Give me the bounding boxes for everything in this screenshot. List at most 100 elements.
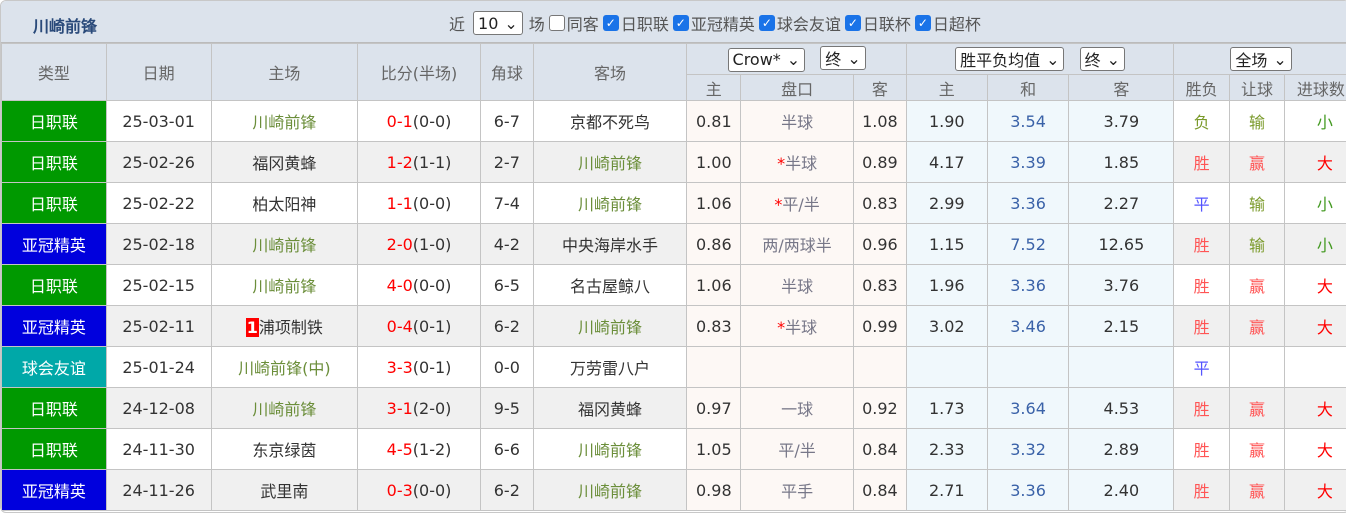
filter-checkbox[interactable]: ✓ [844, 15, 861, 31]
header-corner: 角球 [479, 43, 534, 101]
ah-away-odds: 0.83 [852, 264, 907, 306]
filter-checkbox[interactable]: ✓ [602, 15, 619, 31]
recent-label: 近 [449, 15, 466, 34]
home-team[interactable]: 川崎前锋 [210, 100, 359, 142]
score[interactable]: 4-0(0-0) [357, 264, 481, 306]
match-type[interactable]: 亚冠精英 [1, 469, 107, 511]
home-team[interactable]: 1浦项制铁 [210, 305, 359, 347]
away-team[interactable]: 川崎前锋 [532, 141, 688, 183]
ah-line: *半球 [740, 141, 854, 183]
home-team[interactable]: 川崎前锋 [210, 223, 359, 265]
home-team[interactable]: 福冈黄蜂 [210, 141, 359, 183]
away-team[interactable]: 川崎前锋 [532, 428, 688, 470]
home-team-name[interactable]: 川崎前锋 [252, 400, 317, 419]
score[interactable]: 2-0(1-0) [357, 223, 481, 265]
home-team-name[interactable]: 浦项制铁 [258, 318, 323, 337]
full-time-score: 0-3 [386, 480, 413, 500]
header-away: 客场 [532, 43, 688, 101]
chevron-down-icon: ⌄ [504, 13, 518, 33]
ah-result: 输 [1229, 223, 1285, 265]
away-team[interactable]: 万劳雷八户 [532, 346, 688, 388]
score[interactable]: 1-2(1-1) [357, 141, 481, 183]
away-team[interactable]: 川崎前锋 [532, 182, 688, 224]
match-type[interactable]: 亚冠精英 [1, 223, 107, 265]
score[interactable]: 0-4(0-1) [357, 305, 481, 347]
half-time-score: (2-0) [412, 398, 452, 418]
home-team[interactable]: 川崎前锋(中) [210, 346, 359, 388]
match-type[interactable]: 球会友谊 [1, 346, 107, 388]
home-team-name[interactable]: 福冈黄蜂 [252, 154, 317, 173]
home-team[interactable]: 柏太阳神 [210, 182, 359, 224]
filter-checkbox[interactable] [548, 15, 565, 31]
filter-checkbox[interactable]: ✓ [758, 15, 775, 31]
ou-result: 小 [1283, 223, 1346, 265]
header-eu-away: 客 [1068, 74, 1175, 101]
home-team-name[interactable]: 川崎前锋(中) [238, 359, 331, 378]
score[interactable]: 0-3(0-0) [357, 469, 481, 511]
home-team[interactable]: 川崎前锋 [210, 387, 359, 429]
match-type[interactable]: 日职联 [1, 182, 107, 224]
away-team[interactable]: 名古屋鲸八 [532, 264, 688, 306]
match-type[interactable]: 日职联 [1, 387, 107, 429]
match-date: 25-02-15 [105, 264, 212, 306]
result: 胜 [1173, 387, 1231, 429]
home-team-name[interactable]: 川崎前锋 [252, 236, 317, 255]
match-date: 24-11-26 [105, 469, 212, 511]
ah-home-odds: 0.98 [686, 469, 742, 511]
score[interactable]: 1-1(0-0) [357, 182, 481, 224]
match-type[interactable]: 日职联 [1, 428, 107, 470]
match-row: 亚冠精英 24-11-26 武里南 0-3(0-0) 6-2 川崎前锋 0.98… [1, 469, 1346, 511]
star-marker: * [777, 154, 786, 173]
home-team-name[interactable]: 东京绿茵 [252, 441, 317, 460]
away-team[interactable]: 川崎前锋 [532, 469, 688, 511]
euro-time-select[interactable]: 终 ⌄ [1079, 47, 1125, 71]
ah-time-select[interactable]: 终 ⌄ [820, 46, 866, 71]
match-type[interactable]: 日职联 [1, 141, 107, 183]
match-type[interactable]: 日职联 [1, 100, 107, 142]
ah-line: 半球 [740, 100, 854, 142]
eu-draw-odds: 3.32 [986, 428, 1070, 470]
home-team-name[interactable]: 川崎前锋 [252, 277, 317, 296]
home-team-name[interactable]: 柏太阳神 [252, 195, 317, 214]
away-team[interactable]: 中央海岸水手 [532, 223, 688, 265]
away-team[interactable]: 京都不死鸟 [532, 100, 688, 142]
ou-result: 小 [1283, 100, 1346, 142]
score[interactable]: 3-1(2-0) [357, 387, 481, 429]
eu-home-odds: 1.96 [905, 264, 988, 306]
result: 胜 [1173, 428, 1231, 470]
match-date: 25-01-24 [105, 346, 212, 388]
corners: 6-2 [479, 469, 534, 511]
ah-home-odds: 0.97 [686, 387, 742, 429]
match-count-select[interactable]: 10 ⌄ [473, 11, 523, 35]
rank-badge: 1 [245, 318, 259, 337]
home-team[interactable]: 川崎前锋 [210, 264, 359, 306]
home-team[interactable]: 武里南 [210, 469, 359, 511]
away-team[interactable]: 川崎前锋 [532, 305, 688, 347]
score[interactable]: 0-1(0-0) [357, 100, 481, 142]
away-team[interactable]: 福冈黄蜂 [532, 387, 688, 429]
chevron-down-icon: ⌄ [847, 48, 861, 68]
score[interactable]: 3-3(0-1) [357, 346, 481, 388]
eu-away-odds: 2.15 [1068, 305, 1175, 347]
filter-checkbox[interactable]: ✓ [672, 15, 689, 31]
period-select[interactable]: 全场 ⌄ [1230, 47, 1292, 71]
home-team[interactable]: 东京绿茵 [210, 428, 359, 470]
result: 负 [1173, 100, 1231, 142]
half-time-score: (1-2) [412, 439, 452, 459]
eu-home-odds: 1.15 [905, 223, 988, 265]
filter-checkbox[interactable]: ✓ [914, 15, 931, 31]
ah-away-odds: 0.99 [852, 305, 907, 347]
home-team-name[interactable]: 川崎前锋 [252, 113, 317, 132]
header-result: 胜负 [1173, 74, 1231, 101]
match-type[interactable]: 日职联 [1, 264, 107, 306]
panel-header: 川崎前锋 近 10 ⌄ 场 同客 ✓ 日职联 ✓ 亚冠精英 ✓ 球会友谊 ✓ 日联杯 ✓ 日超杯 [1, 1, 1346, 43]
company-select[interactable]: Crow* ⌄ [727, 47, 806, 72]
home-team-name[interactable]: 武里南 [260, 482, 309, 501]
result: 胜 [1173, 264, 1231, 306]
match-type[interactable]: 亚冠精英 [1, 305, 107, 347]
chevron-down-icon: ⌄ [1106, 49, 1120, 69]
score[interactable]: 4-5(1-2) [357, 428, 481, 470]
match-row: 亚冠精英 25-02-11 1浦项制铁 0-4(0-1) 6-2 川崎前锋 0.… [1, 305, 1346, 347]
euro-odds-select[interactable]: 胜平负均值 ⌄ [955, 47, 1065, 71]
